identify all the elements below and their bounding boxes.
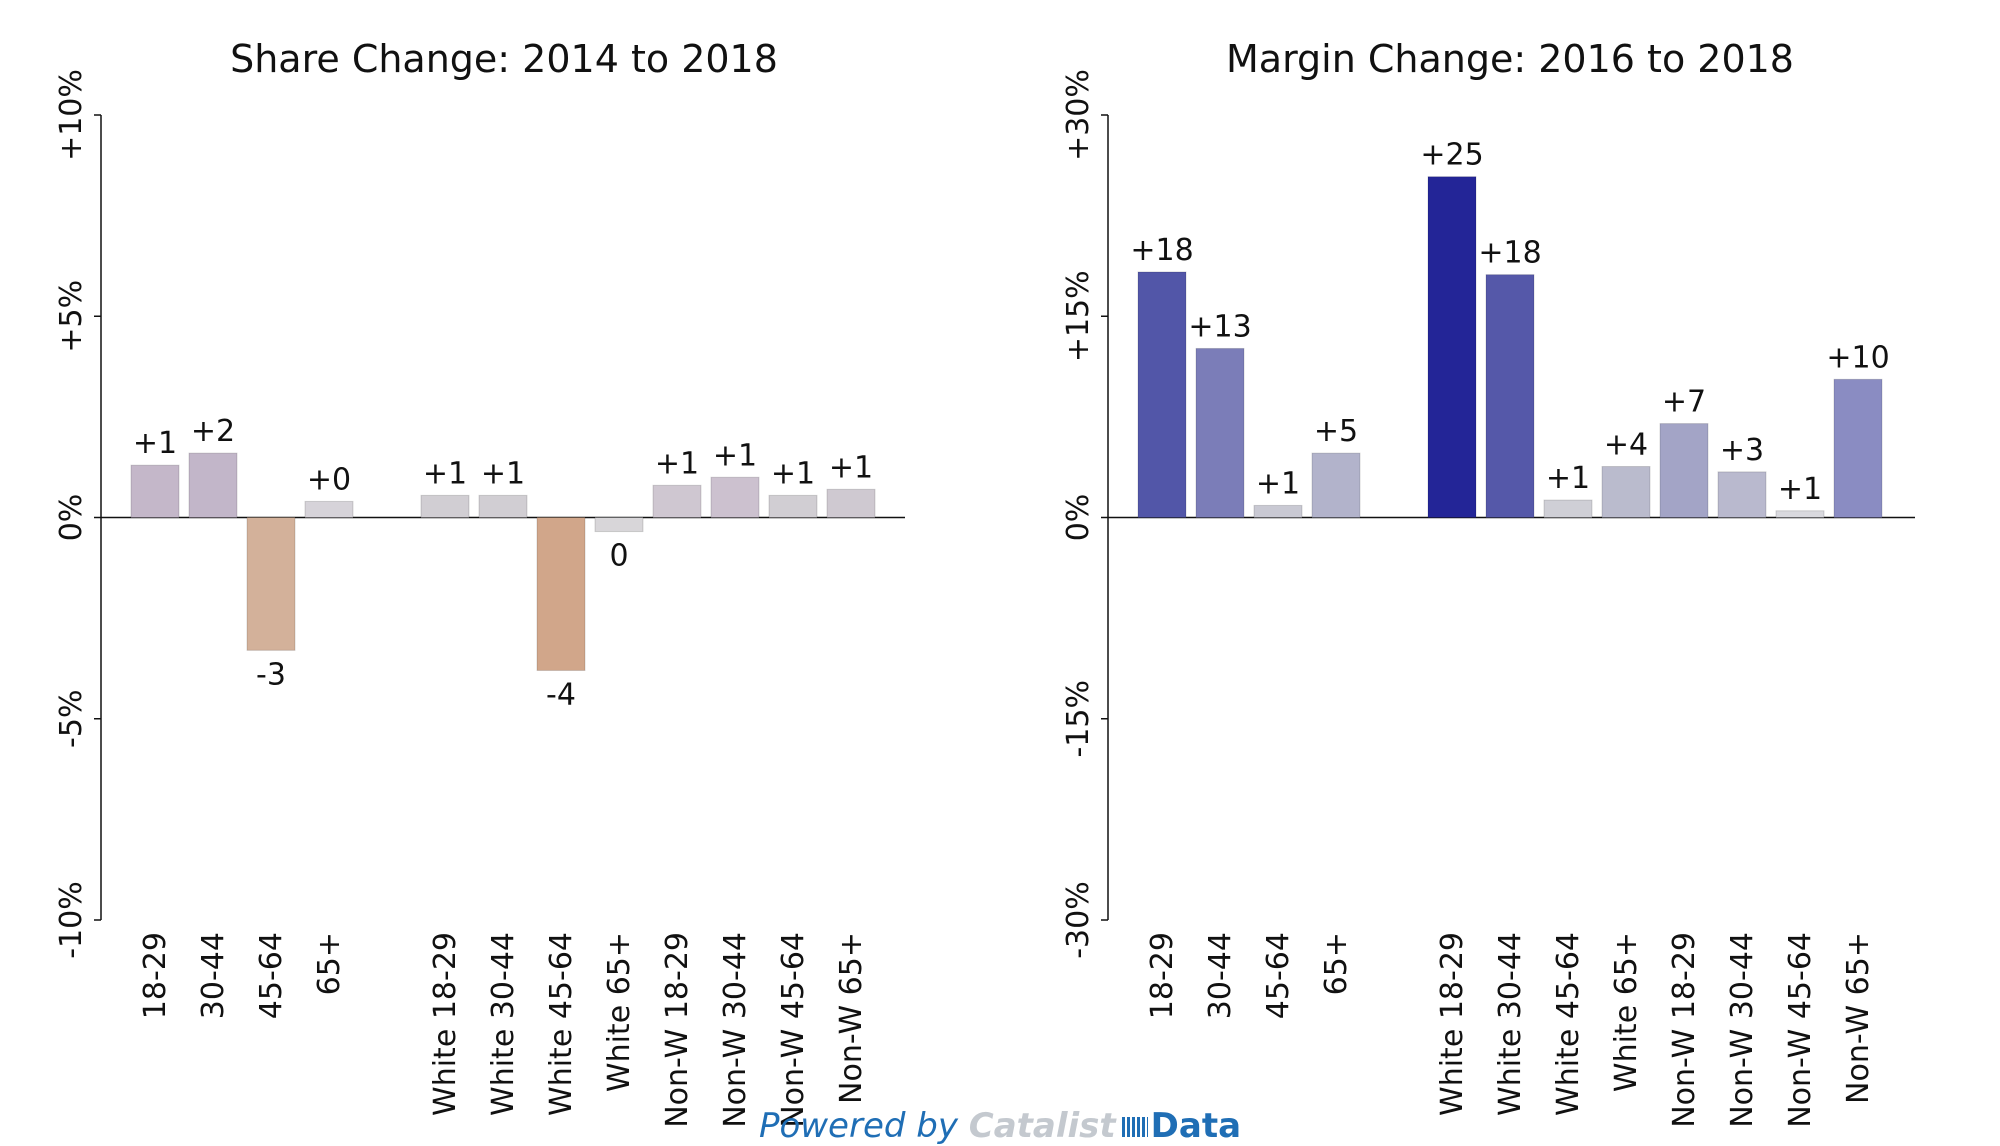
- chart-panel-2: Margin Change: 2016 to 2018 -30% -15% 0% +15…: [1061, 37, 1915, 1128]
- bar-non-w-65-: [1833, 378, 1883, 518]
- x-tick-label: Non-W 18-29: [660, 932, 695, 1128]
- value-label: -4: [546, 677, 576, 712]
- x-tick-label: White 45-64: [1551, 932, 1586, 1116]
- value-label: +1: [1546, 461, 1590, 496]
- value-label: +1: [423, 456, 467, 491]
- bar-65-: [1311, 452, 1361, 519]
- x-tick-label: White 18-29: [428, 932, 463, 1116]
- chart-panel-1: Share Change: 2014 to 2018 -10% -5% 0% +5% +1…: [54, 37, 905, 1128]
- value-label: +3: [1720, 433, 1764, 468]
- bar-chart-icon: [1121, 1117, 1148, 1137]
- y-tick-label: +30%: [1061, 69, 1096, 161]
- bar-white-18-29: [420, 494, 470, 518]
- x-tick-label: White 65+: [1609, 932, 1644, 1092]
- y-tick-label: 0%: [1061, 494, 1096, 542]
- value-label: +7: [1662, 385, 1706, 420]
- bar-non-w-45-64: [768, 494, 818, 518]
- value-label: +2: [191, 414, 235, 449]
- x-tick-label: White 65+: [602, 932, 637, 1092]
- y-tick-label: +5%: [54, 280, 89, 353]
- y-tick-label: 0%: [54, 494, 89, 542]
- value-label: +1: [829, 450, 873, 485]
- value-label: +1: [771, 456, 815, 491]
- y-tick-label: -5%: [54, 690, 89, 748]
- value-label: -3: [256, 657, 286, 692]
- value-label: +13: [1188, 309, 1251, 344]
- value-label: 0: [609, 539, 628, 574]
- bar-white-45-64: [536, 517, 586, 671]
- x-tick-label: 65+: [312, 932, 347, 995]
- bar-white-65-: [594, 517, 644, 533]
- x-tick-label: White 30-44: [486, 932, 521, 1116]
- bar-non-w-30-44: [710, 476, 760, 518]
- x-tick-label: 30-44: [1203, 932, 1238, 1019]
- bar-non-w-30-44: [1717, 471, 1767, 518]
- value-label: +1: [481, 456, 525, 491]
- x-tick-label: Non-W 30-44: [1725, 932, 1760, 1128]
- value-label: +4: [1604, 428, 1648, 463]
- value-label: +1: [133, 426, 177, 461]
- bar-45-64: [1253, 504, 1303, 518]
- bar-30-44: [1195, 347, 1245, 519]
- value-label: +25: [1420, 138, 1483, 173]
- x-tick-label: White 30-44: [1493, 932, 1528, 1116]
- x-tick-label: 18-29: [1145, 932, 1180, 1019]
- value-label: +1: [713, 438, 757, 473]
- powered-by-text: Powered by: [758, 1106, 958, 1146]
- y-tick-label: -10%: [54, 881, 89, 959]
- bar-18-29: [130, 464, 180, 518]
- y-tick-label: +15%: [1061, 270, 1096, 362]
- x-tick-label: 45-64: [254, 932, 289, 1019]
- value-label: +18: [1478, 236, 1541, 271]
- bar-white-18-29: [1427, 176, 1477, 518]
- x-tick-label: White 18-29: [1435, 932, 1470, 1116]
- bar-45-64: [246, 517, 296, 651]
- bar-30-44: [188, 452, 238, 519]
- bar-non-w-18-29: [652, 484, 702, 518]
- chart-title: Share Change: 2014 to 2018: [230, 37, 778, 81]
- value-label: +10: [1826, 340, 1889, 375]
- bar-white-30-44: [478, 494, 528, 518]
- value-label: +18: [1130, 233, 1193, 268]
- x-tick-label: Non-W 65+: [1841, 932, 1876, 1104]
- bar-18-29: [1137, 271, 1187, 518]
- value-label: +1: [655, 446, 699, 481]
- x-tick-label: White 45-64: [544, 932, 579, 1116]
- value-label: +0: [307, 462, 351, 497]
- powered-by-footer: Powered by Catalist Data: [0, 1106, 2000, 1146]
- bar-white-65-: [1601, 466, 1651, 518]
- bar-65-: [304, 500, 354, 518]
- x-tick-label: Non-W 30-44: [718, 932, 753, 1128]
- bar-non-w-18-29: [1659, 423, 1709, 519]
- value-label: +5: [1314, 414, 1358, 449]
- x-tick-label: 65+: [1319, 932, 1354, 995]
- catalist-brand: Catalist: [968, 1106, 1116, 1146]
- x-tick-label: 18-29: [138, 932, 173, 1019]
- x-tick-label: Non-W 18-29: [1667, 932, 1702, 1128]
- x-tick-label: Non-W 45-64: [1783, 932, 1818, 1128]
- x-tick-label: 45-64: [1261, 932, 1296, 1019]
- y-tick-label: +10%: [54, 69, 89, 161]
- bar-non-w-45-64: [1775, 510, 1825, 518]
- data-brand: Data: [1150, 1106, 1242, 1146]
- value-label: +1: [1778, 472, 1822, 507]
- x-tick-label: 30-44: [196, 932, 231, 1019]
- value-label: +1: [1256, 466, 1300, 501]
- x-tick-label: Non-W 65+: [834, 932, 869, 1104]
- x-tick-label: Non-W 45-64: [776, 932, 811, 1128]
- chart-title: Margin Change: 2016 to 2018: [1226, 37, 1794, 81]
- bar-white-45-64: [1543, 499, 1593, 518]
- bar-non-w-65-: [826, 488, 876, 519]
- y-tick-label: -30%: [1061, 881, 1096, 959]
- bar-white-30-44: [1485, 274, 1535, 518]
- y-tick-label: -15%: [1061, 680, 1096, 758]
